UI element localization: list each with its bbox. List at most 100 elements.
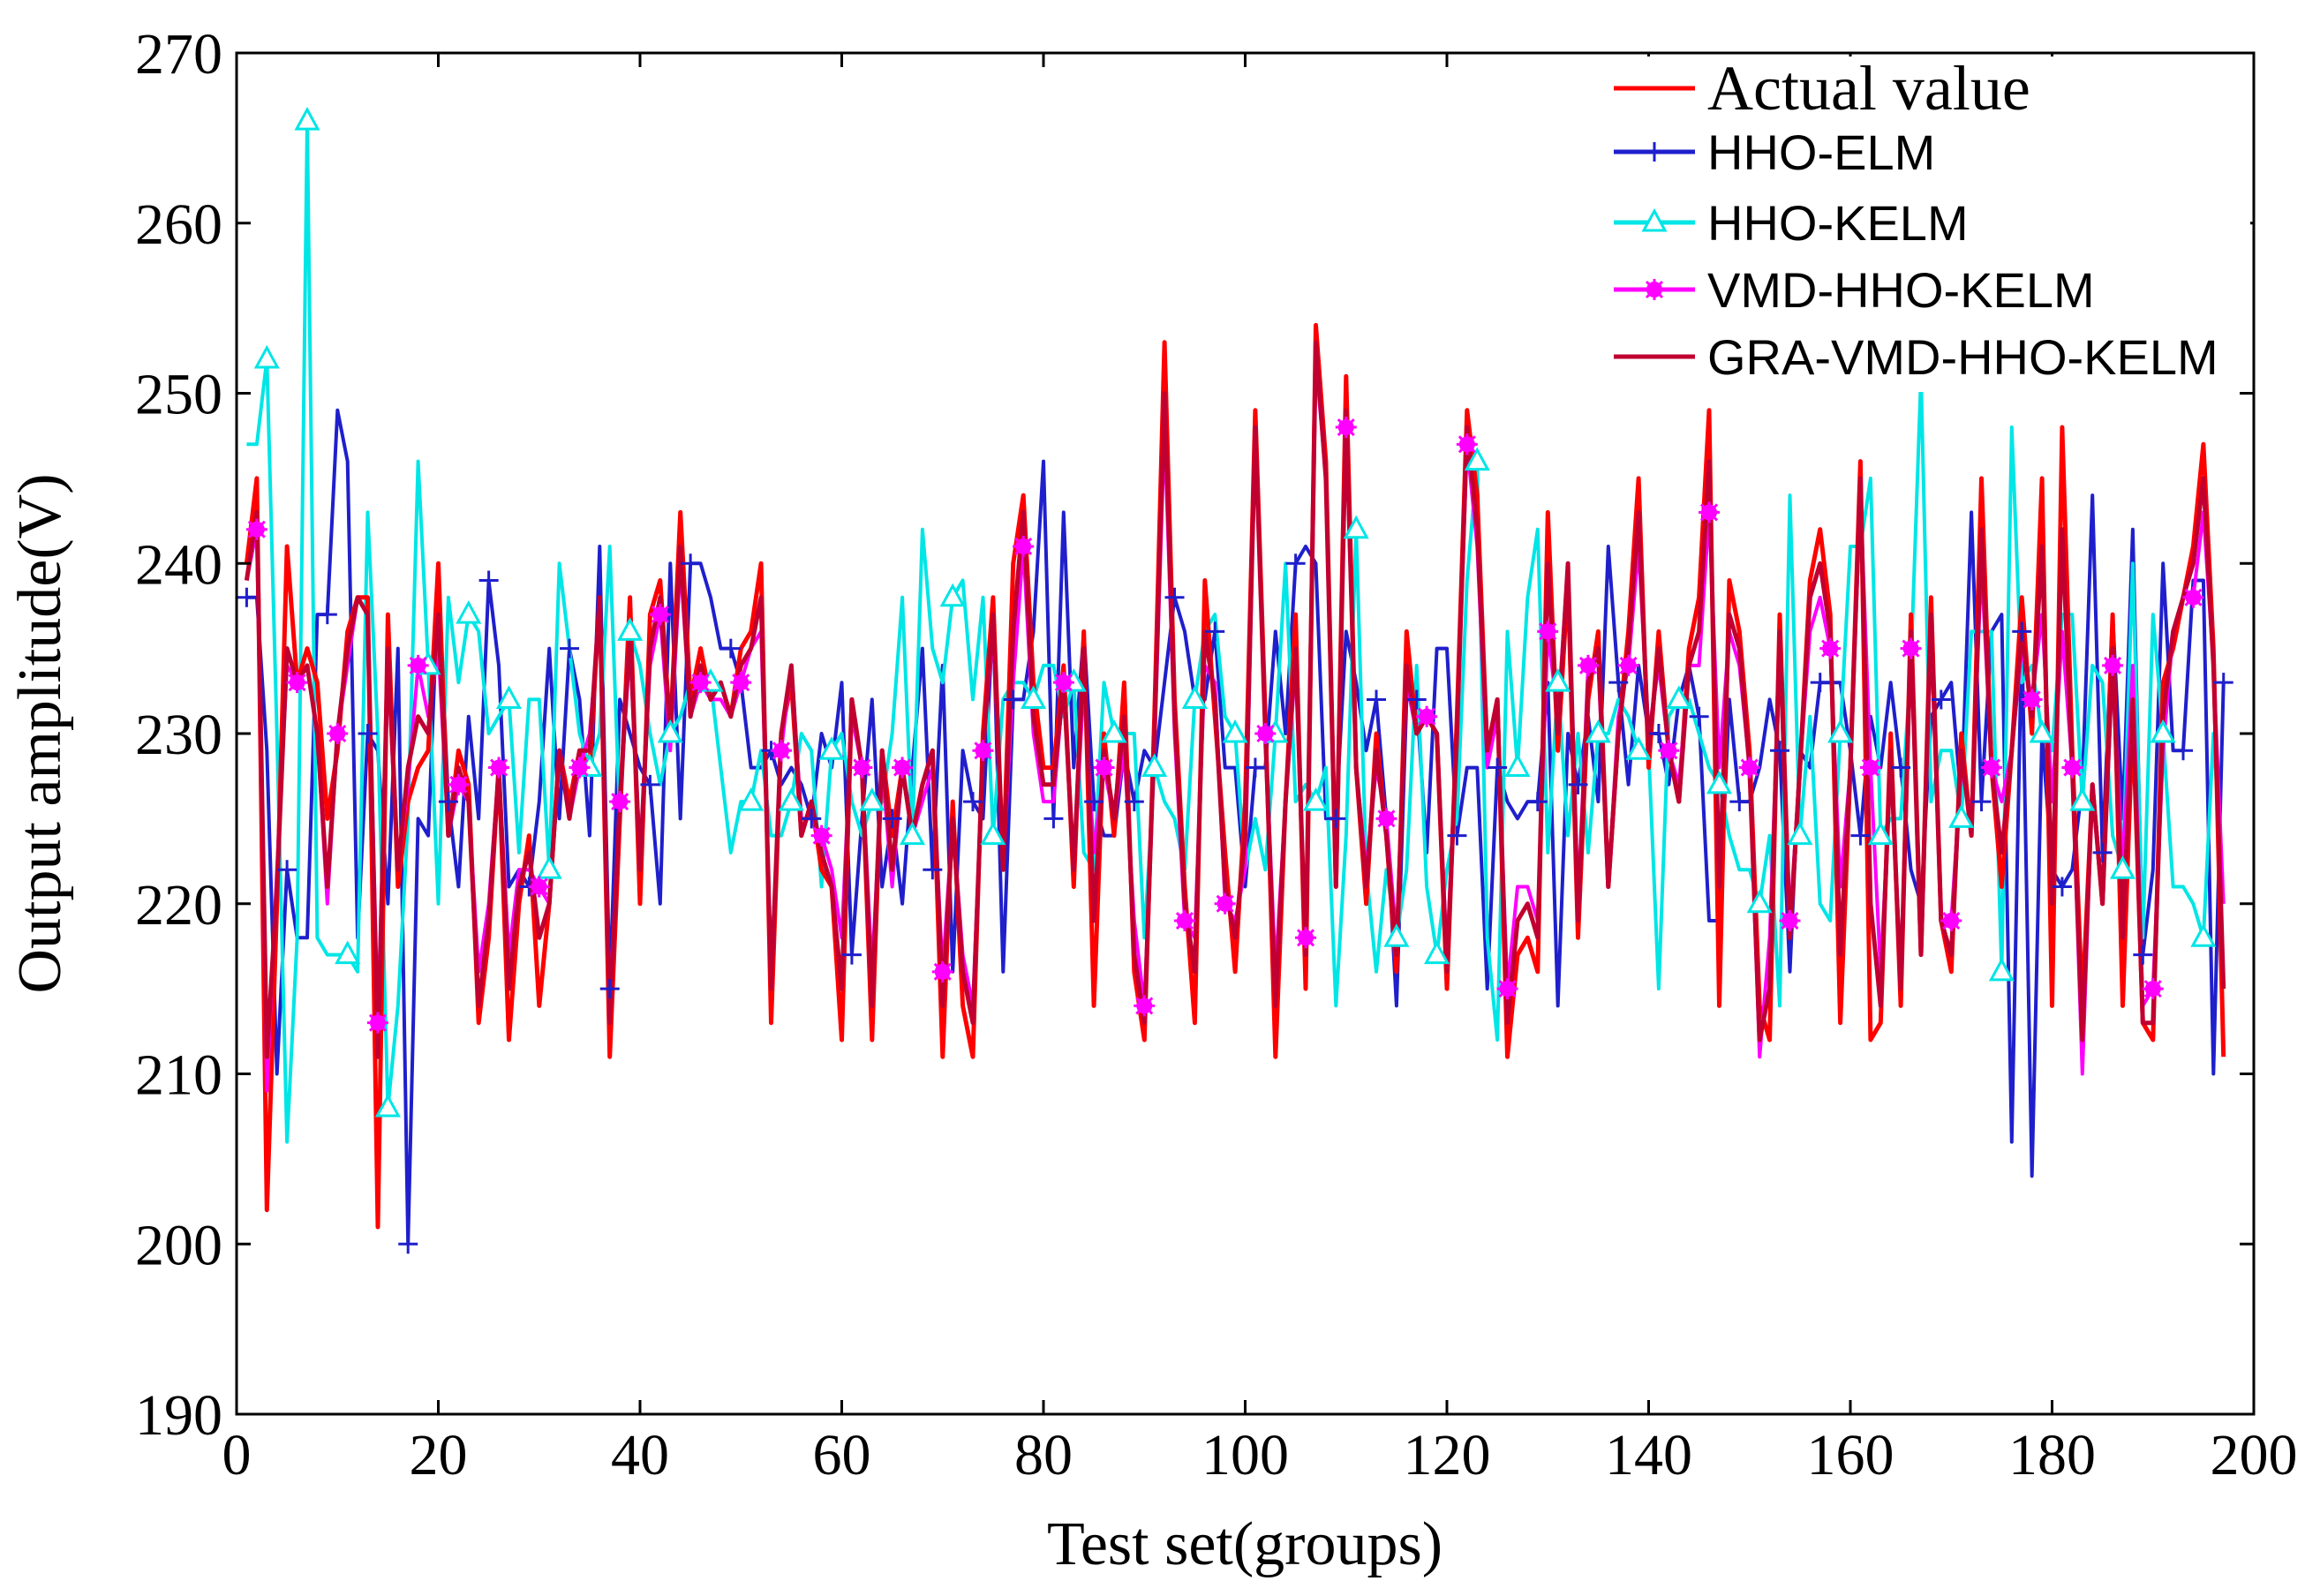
- marker-vmd-hho-kelm: [1779, 910, 1801, 932]
- marker-hho-elm: [1488, 757, 1508, 778]
- marker-hho-elm: [237, 587, 257, 607]
- marker-hho-elm: [1003, 689, 1023, 710]
- marker-hho-elm: [1648, 724, 1668, 743]
- marker-vmd-hho-kelm: [1940, 910, 1962, 932]
- marker-hho-kelm: [1827, 719, 1854, 743]
- marker-hho-kelm: [899, 821, 925, 846]
- marker-vmd-hho-kelm: [1900, 637, 1922, 659]
- marker-hho-elm: [1770, 741, 1790, 761]
- marker-hho-kelm: [1424, 940, 1450, 965]
- marker-vmd-hho-kelm: [609, 791, 631, 813]
- y-tick-label-200: 200: [135, 1213, 222, 1277]
- marker-hho-kelm: [1948, 804, 1975, 828]
- legend-label-vmd-hho-kelm: VMD-HHO-KELM: [1707, 262, 2095, 318]
- marker-hho-kelm: [1545, 668, 1571, 692]
- legend-background: [1593, 56, 2250, 392]
- marker-hho-kelm: [1746, 889, 1773, 914]
- y-tick-label-220: 220: [135, 873, 222, 937]
- marker-vmd-hho-kelm: [1537, 621, 1559, 643]
- legend-label-actual-value: Actual value: [1707, 53, 2030, 124]
- x-tick-label-140: 140: [1605, 1423, 1692, 1487]
- marker-vmd-hho-kelm: [528, 876, 550, 898]
- marker-hho-kelm: [1787, 821, 1813, 846]
- marker-hho-kelm: [253, 344, 280, 369]
- tick-layer: 0 20 40 60 80 100 120 140 160 180 200 190 200 210 220 2…: [135, 22, 2298, 1487]
- marker-vmd-hho-kelm: [730, 672, 752, 694]
- marker-vmd-hho-kelm: [448, 773, 470, 795]
- marker-hho-elm: [923, 860, 943, 880]
- x-tick-label-160: 160: [1807, 1423, 1894, 1487]
- marker-hho-elm: [1326, 809, 1346, 829]
- marker-hho-elm: [478, 570, 499, 591]
- marker-hho-kelm: [294, 106, 320, 131]
- marker-vmd-hho-kelm: [1134, 995, 1156, 1017]
- x-tick-label-0: 0: [222, 1423, 252, 1487]
- marker-hho-elm: [2213, 673, 2233, 693]
- marker-hho-elm: [1285, 553, 1306, 574]
- legend-label-hho-kelm: HHO-KELM: [1707, 195, 1969, 251]
- marker-hho-kelm: [1021, 685, 1047, 709]
- marker-hho-elm: [1043, 809, 1064, 829]
- marker-hho-kelm: [939, 583, 966, 607]
- y-tick-label-270: 270: [135, 22, 222, 87]
- x-tick-label-180: 180: [2008, 1423, 2096, 1487]
- marker-vmd-hho-kelm: [810, 824, 832, 847]
- marker-hho-elm: [882, 809, 902, 829]
- marker-vmd-hho-kelm: [327, 723, 349, 744]
- marker-hho-kelm: [778, 787, 804, 811]
- marker-hho-elm: [1568, 774, 1588, 794]
- marker-hho-kelm: [335, 940, 361, 965]
- marker-hho-kelm: [1383, 923, 1410, 947]
- marker-hho-kelm: [1504, 753, 1531, 778]
- marker-hho-kelm: [2029, 719, 2055, 743]
- marker-hho-kelm: [818, 736, 845, 760]
- marker-vmd-hho-kelm: [1819, 637, 1842, 659]
- marker-hho-elm: [599, 979, 620, 999]
- marker-hho-kelm: [2109, 855, 2136, 879]
- marker-vmd-hho-kelm: [1013, 535, 1035, 557]
- marker-hho-kelm: [1222, 719, 1248, 743]
- y-tick-label-240: 240: [135, 532, 222, 597]
- x-tick-label-60: 60: [813, 1423, 871, 1487]
- y-tick-label-250: 250: [135, 363, 222, 427]
- marker-hho-elm: [681, 553, 701, 574]
- marker-hho-kelm: [495, 685, 523, 709]
- marker-hho-elm: [2133, 945, 2153, 965]
- marker-hho-kelm: [536, 855, 562, 879]
- marker-hho-elm: [2012, 621, 2032, 642]
- marker-hho-elm: [317, 605, 337, 625]
- x-tick-label-40: 40: [611, 1423, 669, 1487]
- marker-hho-elm: [1608, 673, 1629, 693]
- marker-hho-elm: [963, 792, 983, 812]
- marker-vmd-hho-kelm: [1093, 757, 1115, 779]
- marker-hho-elm: [802, 809, 822, 829]
- legend-marker-vmd-hho-kelm: [1644, 279, 1665, 300]
- y-axis-title: Output amplitude(V): [6, 473, 74, 993]
- marker-hho-kelm: [1666, 685, 1692, 709]
- marker-layer: [237, 106, 2233, 1254]
- marker-hho-kelm: [1585, 719, 1611, 743]
- marker-hho-kelm: [1988, 957, 2015, 982]
- marker-hho-elm: [1729, 792, 1750, 812]
- x-tick-label-20: 20: [410, 1423, 468, 1487]
- marker-vmd-hho-kelm: [2021, 689, 2043, 711]
- y-tick-label-190: 190: [135, 1383, 222, 1448]
- marker-hho-elm: [438, 792, 458, 812]
- marker-vmd-hho-kelm: [1577, 654, 1599, 676]
- x-tick-label-120: 120: [1404, 1423, 1491, 1487]
- marker-hho-kelm: [1625, 736, 1652, 760]
- marker-hho-elm: [358, 724, 378, 743]
- x-tick-label-100: 100: [1201, 1423, 1289, 1487]
- marker-hho-elm: [1124, 792, 1144, 812]
- marker-hho-elm: [1245, 757, 1265, 778]
- x-tick-label-80: 80: [1014, 1423, 1073, 1487]
- marker-hho-elm: [560, 638, 580, 659]
- marker-hho-kelm: [859, 787, 885, 811]
- marker-hho-kelm: [2190, 923, 2217, 947]
- marker-vmd-hho-kelm: [1859, 757, 1881, 779]
- marker-hho-elm: [2052, 877, 2072, 897]
- marker-hho-kelm: [1343, 515, 1369, 539]
- marker-hho-elm: [277, 860, 298, 880]
- marker-hho-kelm: [1464, 447, 1490, 471]
